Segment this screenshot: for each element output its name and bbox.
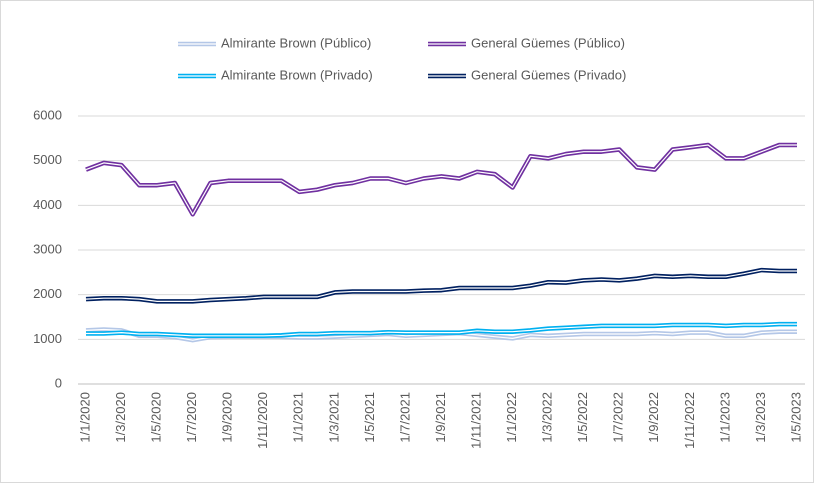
legend-label: General Güemes (Privado) [471, 67, 626, 82]
x-tick-label: 1/11/2021 [468, 392, 483, 449]
x-tick-label: 1/11/2022 [682, 392, 697, 449]
x-tick-label: 1/9/2021 [433, 392, 448, 443]
series-line-inner [85, 269, 797, 302]
x-tick-label: 1/3/2022 [540, 392, 555, 443]
legend-label: Almirante Brown (Público) [221, 35, 371, 50]
x-tick-label: 1/3/2021 [326, 392, 341, 443]
series-line-inner [85, 144, 797, 215]
series-line [85, 267, 797, 304]
series-line [85, 142, 797, 217]
x-tick-label: 1/1/2022 [504, 392, 519, 443]
y-tick-label: 4000 [33, 197, 62, 212]
series-line-inner [86, 323, 797, 337]
x-tick-label: 1/3/2023 [753, 392, 768, 443]
y-tick-label: 1000 [33, 331, 62, 346]
x-tick-label: 1/7/2022 [611, 392, 626, 443]
y-tick-label: 2000 [33, 286, 62, 301]
x-tick-label: 1/5/2020 [149, 392, 164, 443]
x-tick-label: 1/1/2023 [717, 392, 732, 443]
x-tick-label: 1/11/2020 [255, 392, 270, 449]
y-tick-label: 3000 [33, 241, 62, 256]
y-tick-label: 0 [55, 375, 62, 390]
x-tick-label: 1/3/2020 [113, 392, 128, 443]
legend-label: General Güemes (Público) [471, 35, 625, 50]
y-tick-label: 6000 [33, 107, 62, 122]
x-tick-label: 1/5/2021 [362, 392, 377, 443]
y-tick-label: 5000 [33, 152, 62, 167]
x-tick-label: 1/9/2022 [646, 392, 661, 443]
x-tick-label: 1/1/2021 [291, 392, 306, 443]
x-tick-label: 1/7/2021 [397, 392, 412, 443]
x-tick-label: 1/1/2020 [77, 392, 92, 443]
x-tick-label: 1/7/2020 [184, 392, 199, 443]
x-tick-label: 1/5/2022 [575, 392, 590, 443]
x-tick-label: 1/5/2023 [788, 392, 803, 443]
x-tick-label: 1/9/2020 [220, 392, 235, 443]
legend-label: Almirante Brown (Privado) [221, 67, 373, 82]
